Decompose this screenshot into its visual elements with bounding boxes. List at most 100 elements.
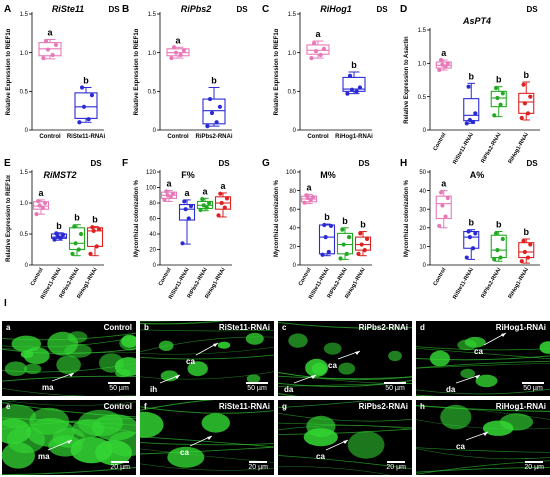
y-tick-label: 60 [149,217,156,223]
data-point [493,85,499,91]
annotation-arrowhead [207,436,212,440]
micrograph-letter: c [282,323,287,332]
data-point [50,52,55,58]
data-point [443,64,448,69]
data-point [528,242,533,247]
structure-annotation: ca [474,347,483,356]
data-point [170,191,176,196]
data-point [90,225,95,230]
data-point [322,222,327,228]
data-point [188,204,194,209]
hypha-strand [278,455,412,470]
data-point [206,200,212,206]
data-point [304,193,309,198]
y-tick-label: 20 [149,248,156,254]
y-tick-label: 0 [25,263,29,269]
chart-tag: DS [218,159,230,168]
y-tick-label: 1.5 [20,170,29,176]
chart-tag: DS [236,5,248,14]
y-axis-label: Mycorrhizal colonization % [274,179,280,257]
arbuscule-blob [323,342,342,355]
micrograph-b: b RiSte11-RNAi 50 µm ca ih [140,321,274,396]
data-point [42,200,48,206]
annotation-arrowhead [501,333,506,337]
hypha-strand [416,405,550,420]
hypha-strand [278,428,412,435]
annotation-arrowhead [355,351,360,355]
scale-bar: 50 µm [522,382,544,392]
chart-tag: DS [358,159,370,168]
arbuscule-blob [2,442,35,469]
hypha-strand [278,466,391,475]
y-tick-label: 0 [153,263,157,269]
data-point [323,235,328,240]
y-axis-label: Mycorrhizal colonization % [404,179,410,257]
chart-tag: DS [108,5,120,14]
y-tick-label: 0 [293,263,297,269]
panel-letter: A [4,4,11,15]
panel-letter: C [262,4,269,15]
scale-bar-label: 50 µm [109,385,129,392]
micrograph-f: f RiSte11-RNAi 20 µm ca [140,400,274,475]
chart-title: AsPT4 [462,16,491,26]
arbuscule-blob [23,347,50,365]
y-tick-label: 20 [289,245,296,251]
x-tick-label: Control [433,132,448,152]
chart-H: H A% DS 0 10 20 30 40 50 Mycorrhizal colonization… [400,158,540,300]
hypha-strand [2,375,136,382]
micrograph-e: e Control 20 µm ma [2,400,136,475]
data-point [359,242,364,247]
arbuscule-blob [2,404,36,429]
hypha-strand [140,442,274,446]
significance-letter: a [184,188,190,198]
scale-bar-label: 50 µm [523,385,543,392]
y-tick-label: 10 [419,245,426,251]
data-point [181,48,187,53]
data-point [364,236,370,242]
hypha-strand [416,405,550,412]
data-point [498,255,503,260]
data-point [86,117,91,122]
annotation-arrowhead [175,375,180,379]
y-tick-label: 80 [149,201,156,207]
data-point [438,190,444,195]
panel-letter: F [122,158,128,169]
data-point [89,93,95,98]
y-tick-label: 40 [289,226,296,232]
data-point [54,231,59,236]
data-point [500,91,505,96]
arbuscule-blob [95,440,132,466]
hypha-strand [140,354,274,360]
significance-letter: b [496,75,502,85]
micrograph-d: d RiHog1-RNAi 50 µm ca da [416,321,550,396]
hypha-strand [140,321,228,325]
scale-bar-line [387,461,406,463]
micrograph-a: a Control 50 µm ma [2,321,136,396]
scale-bar: 20 µm [524,461,544,471]
significance-letter: b [56,221,62,231]
box-iqr [178,204,196,221]
arbuscule-blob [24,363,42,375]
data-point [346,235,352,240]
data-point [347,73,353,78]
data-point [37,203,42,208]
data-point [528,94,533,99]
hypha-strand [2,466,136,475]
significance-letter: b [524,227,530,237]
arbuscule-blob [429,350,450,367]
data-point [495,248,500,253]
micrograph-letter: h [420,402,425,411]
data-point [495,95,500,101]
arbuscule-blob [288,333,308,348]
data-point [183,207,188,212]
data-point [440,62,445,67]
box-Control: a Control [433,48,452,152]
hypha-strand [140,346,274,355]
hypha-strand [2,400,136,406]
data-point [45,47,51,52]
x-tick-label: RiSte11-RNAi [452,267,475,301]
scale-bar-line [522,382,544,384]
data-point [338,256,343,261]
